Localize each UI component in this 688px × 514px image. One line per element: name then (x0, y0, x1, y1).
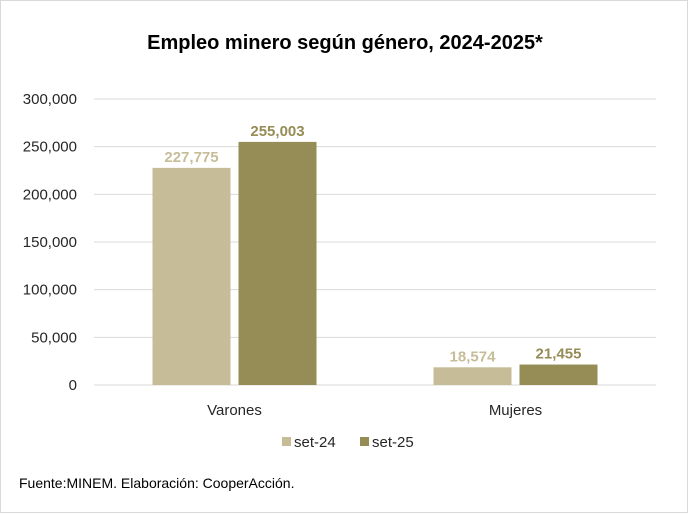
legend-swatch-set-25 (360, 437, 369, 446)
y-tick-label: 0 (69, 377, 77, 394)
y-tick-label: 150,000 (23, 234, 77, 251)
source-note: Fuente:MINEM. Elaboración: CooperAcción. (19, 475, 294, 491)
y-tick-label: 250,000 (23, 139, 77, 156)
chart-title: Empleo minero según género, 2024-2025* (147, 32, 543, 54)
x-category-label: Mujeres (489, 402, 542, 419)
y-tick-label: 300,000 (23, 91, 77, 108)
data-labels: 227,775 255,003 18,574 21,455 (164, 123, 581, 365)
y-tick-label: 100,000 (23, 282, 77, 299)
bar-set-25-mujeres (519, 364, 598, 385)
x-axis-categories: Varones Mujeres (207, 402, 542, 419)
bar-set-24-varones (152, 167, 231, 385)
legend-label: set-25 (372, 434, 414, 451)
data-label: 255,003 (250, 123, 304, 140)
y-tick-label: 200,000 (23, 186, 77, 203)
data-label: 227,775 (164, 149, 218, 166)
y-axis-ticks: 0 50,000 100,000 150,000 200,000 250,000 300,0… (23, 91, 77, 394)
bars (152, 141, 598, 385)
data-label: 21,455 (536, 346, 582, 363)
legend-swatch-set-24 (282, 437, 291, 446)
bar-set-24-mujeres (433, 367, 512, 385)
x-category-label: Varones (207, 402, 262, 419)
legend: set-24 set-25 (282, 434, 414, 451)
data-label: 18,574 (450, 348, 497, 365)
legend-label: set-24 (294, 434, 336, 451)
bar-set-25-varones (238, 141, 317, 385)
y-tick-label: 50,000 (31, 329, 77, 346)
